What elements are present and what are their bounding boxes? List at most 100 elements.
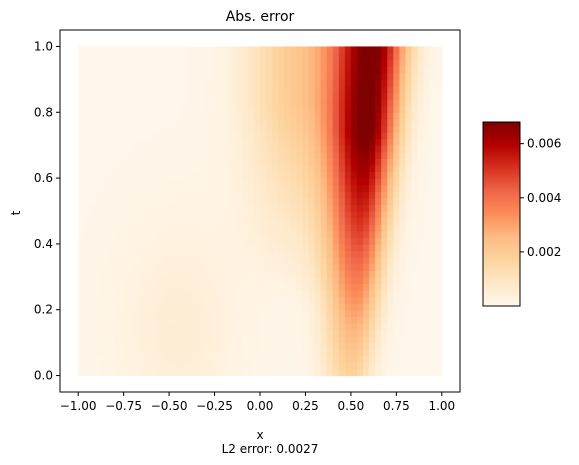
heatmap-cell xyxy=(156,204,164,212)
heatmap-cell xyxy=(241,79,249,87)
heatmap-cell xyxy=(241,349,249,357)
heatmap-cell xyxy=(393,289,400,298)
heatmap-cell xyxy=(332,85,340,94)
heatmap-cell xyxy=(132,257,140,265)
heatmap-cell xyxy=(326,303,334,311)
heatmap-cell xyxy=(132,72,140,80)
heatmap-cell xyxy=(296,46,304,54)
heatmap-cell xyxy=(332,362,340,370)
heatmap-cell xyxy=(144,230,152,238)
heatmap-cell xyxy=(393,197,400,206)
heatmap-cell xyxy=(399,105,407,113)
heatmap-cell xyxy=(96,250,104,258)
heatmap-cell xyxy=(108,191,116,199)
heatmap-cell xyxy=(332,368,340,377)
heatmap-cell xyxy=(284,46,291,54)
heatmap-cell xyxy=(260,171,267,179)
heatmap-cell xyxy=(314,217,322,225)
heatmap-cell xyxy=(387,329,394,337)
heatmap-cell xyxy=(369,72,376,80)
heatmap-cell xyxy=(381,243,388,252)
heatmap-cell xyxy=(308,59,316,67)
heatmap-cell xyxy=(332,59,340,67)
heatmap xyxy=(78,46,443,377)
heatmap-cell xyxy=(193,85,200,94)
heatmap-cell xyxy=(150,349,158,357)
heatmap-cell xyxy=(344,59,352,67)
heatmap-cell xyxy=(332,211,340,219)
heatmap-cell xyxy=(332,46,340,54)
heatmap-cell xyxy=(381,59,388,67)
heatmap-cell xyxy=(132,92,140,100)
heatmap-cell xyxy=(350,362,358,370)
heatmap-cell xyxy=(175,349,182,357)
heatmap-cell xyxy=(241,263,249,271)
heatmap-cell xyxy=(284,303,291,311)
heatmap-cell xyxy=(144,355,152,363)
heatmap-cell xyxy=(96,362,104,370)
heatmap-cell xyxy=(156,263,164,271)
heatmap-cell xyxy=(423,283,431,291)
heatmap-cell xyxy=(284,138,291,146)
heatmap-cell xyxy=(150,112,158,120)
heatmap-cell xyxy=(405,276,413,284)
heatmap-cell xyxy=(205,164,213,173)
heatmap-cell xyxy=(181,204,188,212)
heatmap-cell xyxy=(181,85,188,94)
heatmap-cell xyxy=(114,178,122,186)
heatmap-cell xyxy=(290,283,297,291)
heatmap-cell xyxy=(423,316,431,324)
heatmap-cell xyxy=(308,191,316,199)
heatmap-cell xyxy=(350,204,358,212)
heatmap-cell xyxy=(350,118,358,127)
heatmap-cell xyxy=(78,276,85,284)
heatmap-cell xyxy=(96,197,104,206)
heatmap-cell xyxy=(278,46,285,54)
heatmap-cell xyxy=(96,151,104,159)
heatmap-cell xyxy=(187,191,194,199)
heatmap-cell xyxy=(156,336,164,344)
heatmap-cell xyxy=(435,368,443,377)
heatmap-cell xyxy=(229,309,237,317)
heatmap-cell xyxy=(405,329,413,337)
heatmap-cell xyxy=(235,132,243,140)
heatmap-cell xyxy=(417,263,425,271)
heatmap-cell xyxy=(290,72,297,80)
heatmap-cell xyxy=(338,138,346,146)
heatmap-cell xyxy=(102,145,110,153)
heatmap-cell xyxy=(235,263,243,271)
heatmap-cell xyxy=(375,132,382,140)
heatmap-cell xyxy=(126,197,134,206)
heatmap-cell xyxy=(411,322,419,331)
heatmap-cell xyxy=(199,85,207,94)
heatmap-cell xyxy=(181,59,188,67)
heatmap-cell xyxy=(363,178,370,186)
heatmap-cell xyxy=(114,118,122,127)
heatmap-cell xyxy=(399,362,407,370)
heatmap-cell xyxy=(417,257,425,265)
heatmap-cell xyxy=(272,164,279,173)
heatmap-cell xyxy=(150,46,158,54)
heatmap-cell xyxy=(126,125,134,133)
heatmap-cell xyxy=(169,118,176,127)
heatmap-cell xyxy=(187,362,194,370)
heatmap-cell xyxy=(84,158,91,166)
heatmap-cell xyxy=(247,191,255,199)
heatmap-cell xyxy=(356,72,364,80)
heatmap-cell xyxy=(296,362,304,370)
heatmap-cell xyxy=(84,164,91,173)
heatmap-cell xyxy=(241,237,249,245)
y-axis-label: t xyxy=(9,210,23,215)
heatmap-cell xyxy=(144,283,152,291)
heatmap-cell xyxy=(120,217,128,225)
heatmap-cell xyxy=(393,276,400,284)
heatmap-cell xyxy=(126,263,134,271)
heatmap-cell xyxy=(199,270,207,278)
heatmap-cell xyxy=(78,178,85,186)
heatmap-cell xyxy=(435,66,443,74)
heatmap-cell xyxy=(405,85,413,94)
heatmap-cell xyxy=(229,217,237,225)
heatmap-cell xyxy=(175,270,182,278)
heatmap-cell xyxy=(181,138,188,146)
heatmap-cell xyxy=(199,211,207,219)
